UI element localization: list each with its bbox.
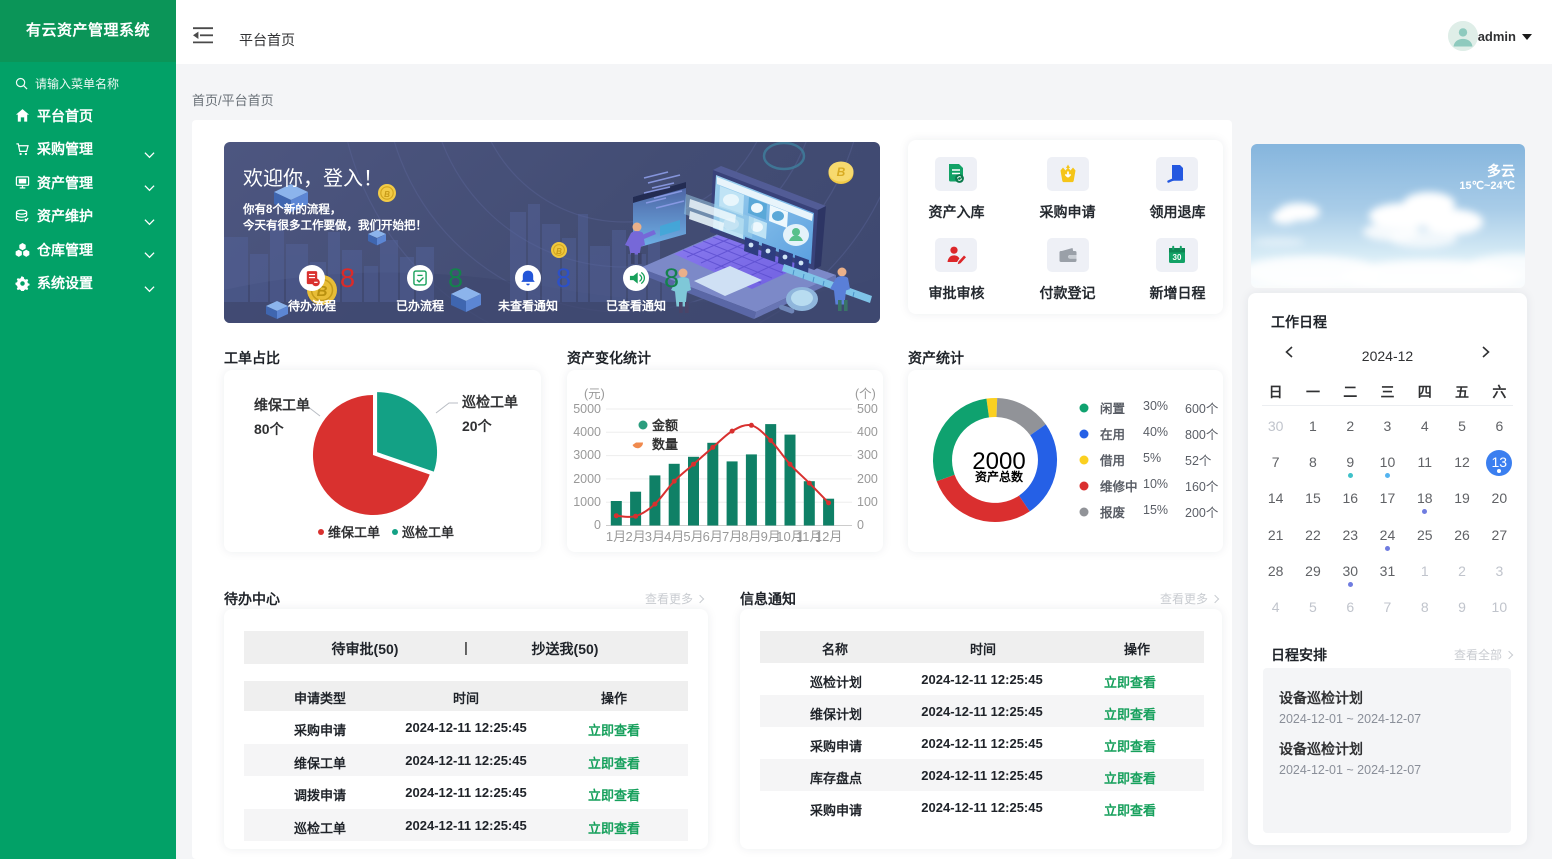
svg-text:160个: 160个 [1185, 480, 1219, 494]
svg-text:B: B [384, 190, 390, 199]
svg-text:400: 400 [857, 425, 878, 439]
svg-text:200: 200 [857, 472, 878, 486]
svg-text:8月: 8月 [741, 529, 761, 544]
svg-text:在用: 在用 [1100, 427, 1125, 442]
svg-text:100: 100 [857, 495, 878, 509]
svg-text:10%: 10% [1143, 477, 1168, 491]
svg-text:10月: 10月 [776, 529, 803, 544]
svg-text:7月: 7月 [722, 529, 742, 544]
svg-text:(元): (元) [584, 387, 605, 401]
svg-text:5000: 5000 [573, 402, 601, 416]
svg-text:15%: 15% [1143, 503, 1168, 517]
svg-text:B: B [317, 283, 328, 300]
svg-text:2000: 2000 [972, 448, 1025, 475]
svg-text:资产总数: 资产总数 [975, 469, 1024, 484]
svg-text:12月: 12月 [815, 529, 842, 544]
svg-text:52个: 52个 [1185, 454, 1212, 468]
svg-text:20个: 20个 [462, 418, 493, 434]
svg-text:5月: 5月 [683, 529, 703, 544]
svg-text:金额: 金额 [651, 418, 678, 433]
svg-text:数量: 数量 [652, 437, 678, 452]
svg-text:200个: 200个 [1185, 506, 1219, 520]
svg-text:800个: 800个 [1185, 428, 1219, 442]
svg-text:3000: 3000 [573, 448, 601, 462]
svg-text:4月: 4月 [664, 529, 684, 544]
svg-text:30: 30 [1173, 253, 1182, 262]
svg-text:30%: 30% [1143, 399, 1168, 413]
svg-text:维保工单: 维保工单 [328, 525, 380, 540]
svg-text:11月: 11月 [796, 529, 823, 544]
svg-text:2000: 2000 [573, 472, 601, 486]
svg-text:借用: 借用 [1099, 453, 1125, 468]
svg-text:报废: 报废 [1100, 505, 1126, 520]
svg-text:(个): (个) [855, 387, 876, 401]
svg-text:维修中: 维修中 [1100, 479, 1138, 494]
svg-text:3月: 3月 [645, 529, 665, 544]
svg-text:0: 0 [594, 518, 601, 532]
svg-text:500: 500 [857, 402, 878, 416]
svg-text:维保工单: 维保工单 [254, 397, 310, 413]
svg-text:9月: 9月 [761, 529, 781, 544]
svg-text:0: 0 [857, 518, 864, 532]
svg-text:1月: 1月 [606, 529, 626, 544]
svg-text:B: B [556, 247, 562, 256]
svg-text:80个: 80个 [254, 421, 285, 437]
svg-text:巡检工单: 巡检工单 [402, 525, 454, 540]
svg-text:巡检工单: 巡检工单 [462, 394, 518, 410]
svg-text:6月: 6月 [703, 529, 723, 544]
svg-text:5%: 5% [1143, 451, 1161, 465]
svg-text:B: B [837, 165, 846, 179]
svg-text:300: 300 [857, 448, 878, 462]
svg-text:1000: 1000 [573, 495, 601, 509]
svg-text:2月: 2月 [625, 529, 645, 544]
svg-text:40%: 40% [1143, 425, 1168, 439]
svg-text:4000: 4000 [573, 425, 601, 439]
svg-text:闲置: 闲置 [1100, 402, 1126, 416]
svg-text:600个: 600个 [1185, 402, 1219, 416]
